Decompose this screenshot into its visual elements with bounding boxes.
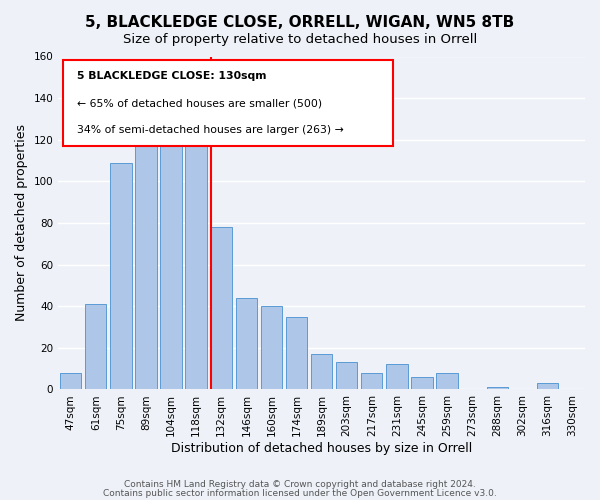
X-axis label: Distribution of detached houses by size in Orrell: Distribution of detached houses by size … (171, 442, 472, 455)
Bar (236, 298, 257, 390)
Bar (336, 362, 358, 390)
Text: Size of property relative to detached houses in Orrell: Size of property relative to detached ho… (123, 32, 477, 46)
Bar (85, 304, 106, 390)
Bar (487, 388, 508, 390)
Bar (211, 227, 232, 390)
Bar (311, 354, 332, 390)
Text: 34% of semi-detached houses are larger (263) →: 34% of semi-detached houses are larger (… (77, 125, 343, 135)
Text: 5, BLACKLEDGE CLOSE, ORRELL, WIGAN, WN5 8TB: 5, BLACKLEDGE CLOSE, ORRELL, WIGAN, WN5 … (85, 15, 515, 30)
Bar (110, 162, 131, 390)
Bar (537, 383, 558, 390)
Text: Contains HM Land Registry data © Crown copyright and database right 2024.: Contains HM Land Registry data © Crown c… (124, 480, 476, 489)
Text: ← 65% of detached houses are smaller (500): ← 65% of detached houses are smaller (50… (77, 98, 322, 108)
Text: 5 BLACKLEDGE CLOSE: 130sqm: 5 BLACKLEDGE CLOSE: 130sqm (77, 72, 266, 82)
Bar (361, 373, 382, 390)
Bar (386, 364, 407, 390)
FancyBboxPatch shape (64, 60, 393, 146)
Bar (436, 373, 458, 390)
Bar (60, 373, 82, 390)
Bar (185, 144, 207, 390)
Bar (261, 306, 282, 390)
Bar (160, 123, 182, 390)
Text: Contains public sector information licensed under the Open Government Licence v3: Contains public sector information licen… (103, 488, 497, 498)
Y-axis label: Number of detached properties: Number of detached properties (15, 124, 28, 322)
Bar (411, 377, 433, 390)
Bar (286, 316, 307, 390)
Bar (136, 146, 157, 390)
